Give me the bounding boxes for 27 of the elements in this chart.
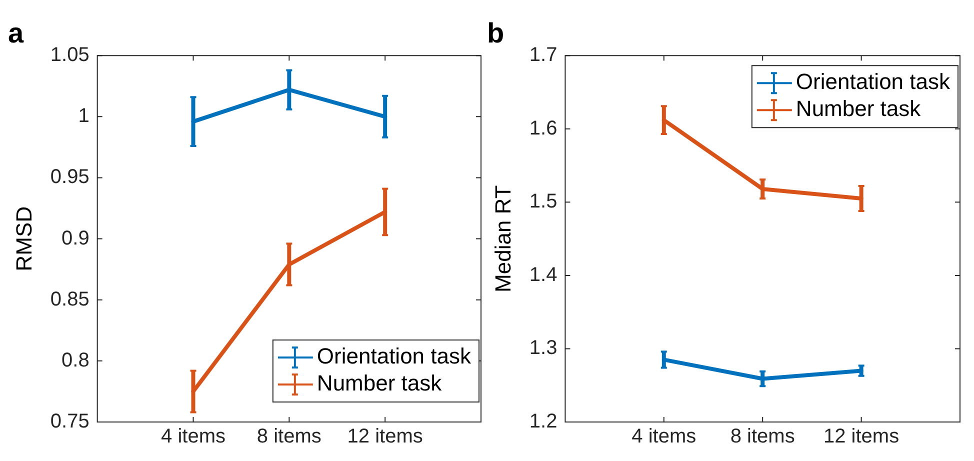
y-tick-label: 0.9 <box>62 227 90 250</box>
y-tick-label: 1.7 <box>529 44 558 66</box>
y-tick-label: 1.5 <box>529 190 558 213</box>
x-tick-label: 4 items <box>161 426 226 448</box>
y-axis-title: Median RT <box>490 185 516 292</box>
y-tick-label: 0.95 <box>50 166 90 188</box>
y-tick-label: 1.6 <box>529 117 558 140</box>
y-tick-label: 1 <box>78 105 90 128</box>
legend-label: Number task <box>796 96 922 122</box>
chart-title: b <box>487 18 504 49</box>
x-tick-label: 4 items <box>632 426 696 448</box>
legend-label: Orientation task <box>796 69 951 94</box>
x-tick-label: 8 items <box>256 426 322 448</box>
legend-label: Orientation task <box>316 344 472 369</box>
y-tick-label: 1.2 <box>529 410 558 433</box>
y-axis-title: RMSD <box>11 206 36 272</box>
x-tick-label: 12 items <box>347 426 423 448</box>
y-tick-label: 1.3 <box>529 337 558 360</box>
y-tick-label: 0.8 <box>62 349 90 372</box>
y-tick-label: 0.85 <box>50 288 90 310</box>
chart-title: a <box>8 18 24 49</box>
legend-label: Number task <box>316 370 443 396</box>
y-tick-label: 0.75 <box>50 410 90 433</box>
x-tick-label: 12 items <box>824 426 900 448</box>
y-tick-label: 1.05 <box>50 44 90 66</box>
y-tick-label: 1.4 <box>529 264 558 286</box>
x-tick-label: 8 items <box>730 426 795 448</box>
